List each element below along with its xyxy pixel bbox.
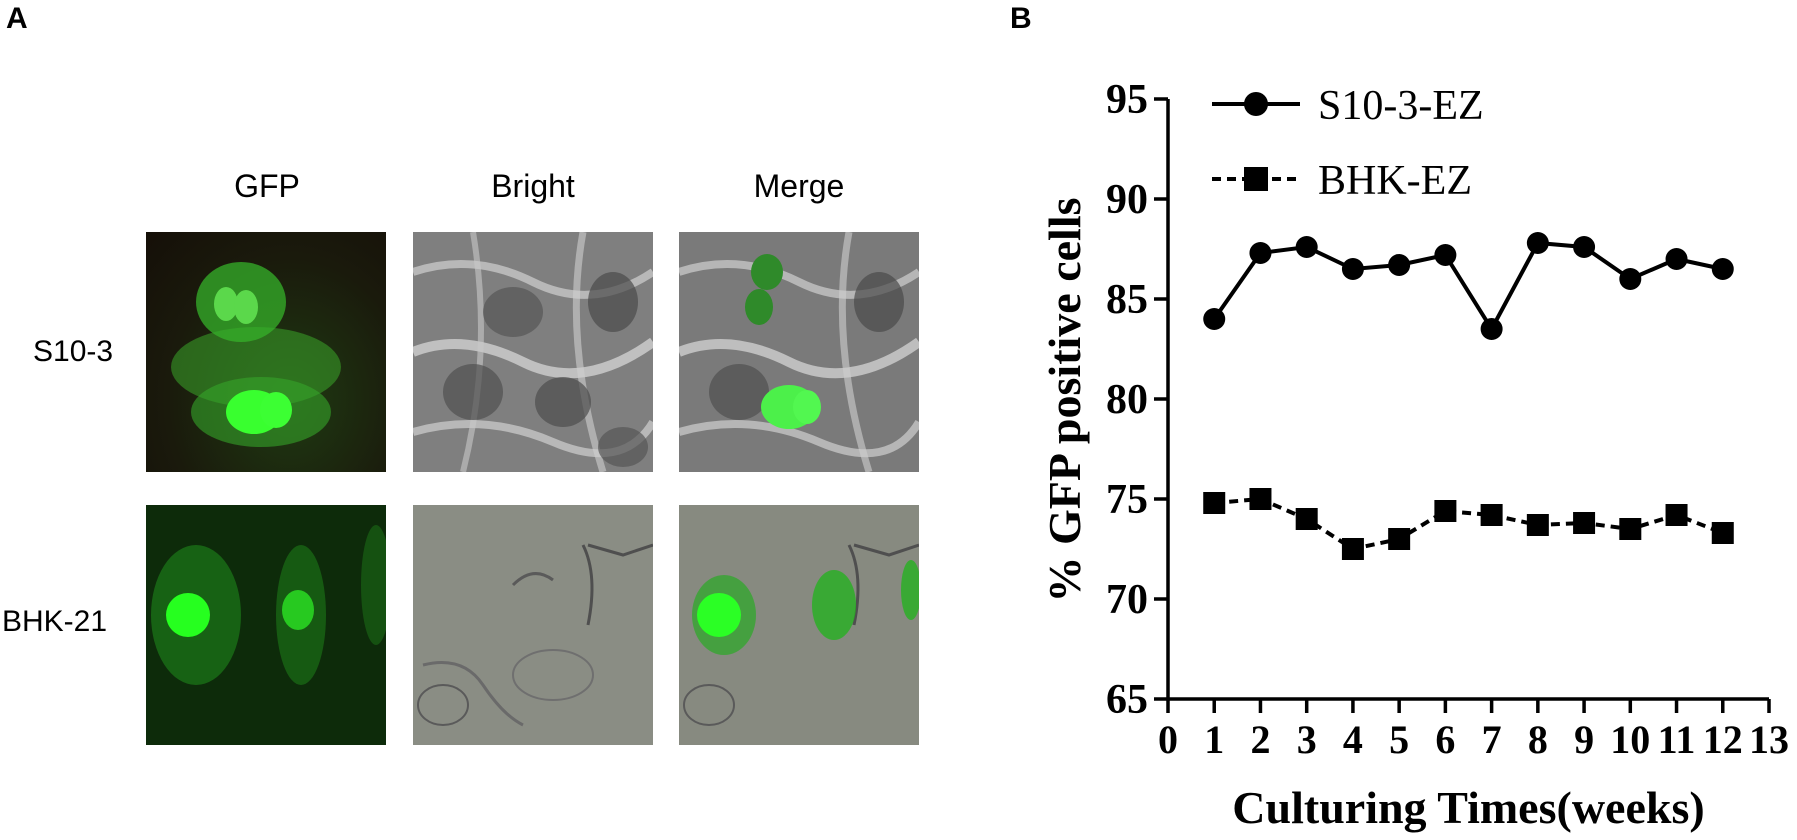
y-tick-label: 90: [1106, 177, 1148, 223]
legend-label-1: BHK-EZ: [1318, 158, 1472, 204]
micrograph-s10-3-merge: [679, 232, 919, 472]
x-tick-label: 7: [1482, 717, 1502, 762]
data-point-square: [1434, 500, 1457, 522]
series-line-1: [1214, 496, 1724, 552]
x-axis-label: Culturing Times(weeks): [1232, 782, 1704, 833]
data-point-square: [1711, 522, 1734, 544]
data-point-circle: [1480, 318, 1503, 340]
data-point-square: [1573, 512, 1596, 534]
x-tick-label: 0: [1158, 717, 1178, 762]
x-tick-label: 11: [1658, 717, 1696, 762]
data-point-square: [1665, 504, 1688, 526]
data-point-square: [1341, 538, 1364, 560]
series-line-0: [1212, 240, 1724, 333]
data-point-square: [1480, 504, 1503, 526]
x-tick-label: 6: [1435, 717, 1455, 762]
y-tick-label: 85: [1106, 277, 1148, 323]
data-point-square: [1526, 514, 1549, 536]
micrograph-bhk-21-merge: [679, 505, 919, 745]
data-point-square: [1619, 518, 1642, 540]
x-tick-label: 3: [1297, 717, 1317, 762]
column-header-bright: Bright: [491, 168, 575, 204]
data-point-circle: [1341, 258, 1364, 280]
y-tick-label: 95: [1106, 77, 1148, 123]
data-point-circle: [1295, 236, 1318, 258]
micrograph-s10-3-bright: [413, 232, 653, 472]
data-point-circle: [1711, 258, 1734, 280]
x-tick-label: 8: [1528, 717, 1548, 762]
data-point-circle: [1203, 308, 1226, 330]
y-tick-label: 70: [1106, 577, 1148, 623]
micrograph-s10-3-gfp: [146, 232, 386, 472]
y-tick-label: 65: [1106, 677, 1148, 723]
data-point-circle: [1573, 236, 1596, 258]
legend-label-0: S10-3-EZ: [1318, 83, 1484, 129]
chart-legend: S10-3-EZ BHK-EZ: [1212, 83, 1484, 204]
legend-marker-circle: [1244, 92, 1268, 116]
y-tick-label: 80: [1106, 377, 1148, 423]
chart-series: [1203, 232, 1734, 560]
data-point-square: [1203, 492, 1226, 514]
x-tick-label: 4: [1343, 717, 1363, 762]
x-tick-label: 1: [1204, 717, 1224, 762]
y-axis-label: % GFP positive cells: [1039, 197, 1090, 602]
data-point-circle: [1388, 254, 1411, 276]
column-header-merge: Merge: [753, 168, 845, 204]
data-point-circle: [1665, 248, 1688, 270]
panel-b-letter: B: [1010, 2, 1032, 35]
data-point-circle: [1434, 244, 1457, 266]
micrograph-bhk-21-gfp: [146, 505, 386, 745]
row-label-bhk-21: BHK-21: [2, 605, 108, 638]
panel-a-letter: A: [6, 2, 28, 35]
data-point-circle: [1619, 268, 1642, 290]
x-tick-label: 13: [1749, 717, 1789, 762]
data-point-circle: [1526, 232, 1549, 254]
x-tick-label: 9: [1574, 717, 1594, 762]
legend-marker-square: [1244, 167, 1268, 191]
data-point-square: [1249, 488, 1272, 510]
data-point-square: [1295, 508, 1318, 530]
x-tick-label: 12: [1703, 717, 1743, 762]
x-tick-label: 10: [1610, 717, 1650, 762]
x-tick-label: 5: [1389, 717, 1409, 762]
column-header-gfp: GFP: [234, 168, 300, 204]
data-point-circle: [1249, 242, 1272, 264]
y-tick-label: 75: [1106, 477, 1148, 523]
micrograph-bhk-21-bright: [413, 505, 653, 745]
x-tick-label: 2: [1250, 717, 1270, 762]
data-point-square: [1388, 528, 1411, 550]
row-label-s10-3: S10-3: [33, 335, 114, 368]
